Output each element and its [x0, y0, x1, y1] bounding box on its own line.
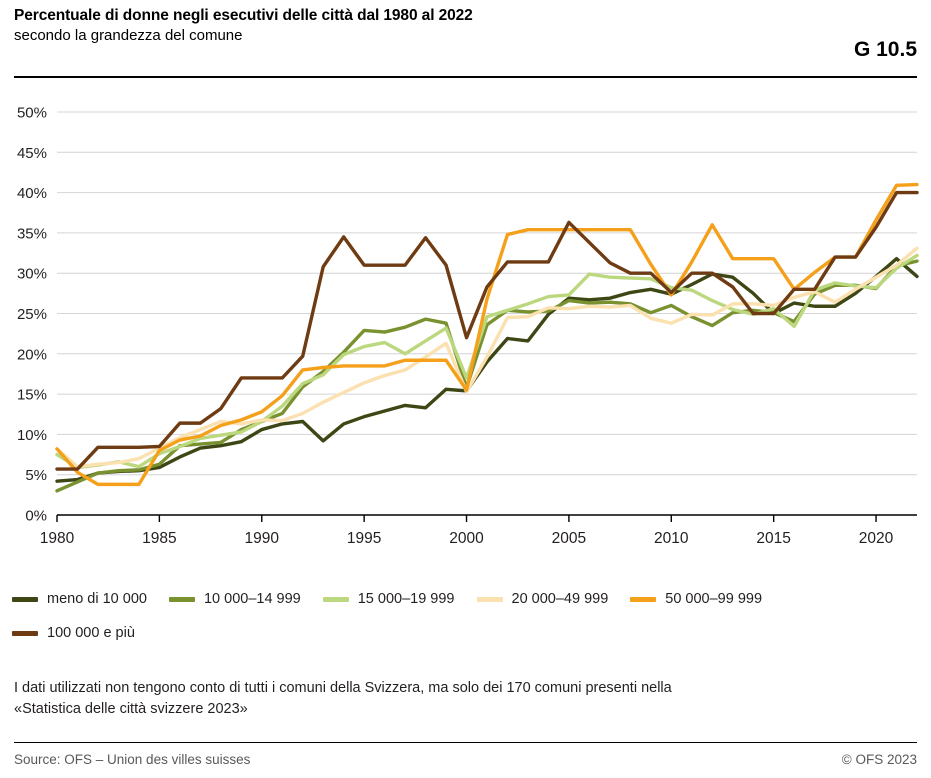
x-axis-tick-label: 2020	[859, 530, 894, 547]
legend-label-3: 20 000–49 999	[511, 591, 609, 607]
y-axis-tick-label: 25%	[17, 306, 47, 323]
legend-item-4[interactable]: 50 000–99 999	[630, 591, 762, 607]
x-axis-tick-label: 1985	[142, 530, 176, 547]
note-line-2: «Statistica delle città svizzere 2023»	[14, 701, 248, 717]
legend-row-2: 100 000 e più	[12, 620, 922, 646]
legend-label-0: meno di 10 000	[47, 591, 147, 607]
copyright-text: © OFS 2023	[841, 752, 917, 767]
y-axis-tick-label: 20%	[17, 346, 47, 363]
chart-header: Percentuale di donne negli esecutivi del…	[14, 6, 919, 46]
chart-svg: 0% 5% 10% 15% 20% 25% 30% 35% 40% 45% 50% 1980 1985 1…	[17, 105, 919, 547]
series-line-0	[55, 256, 919, 483]
y-axis-tick-label: 5%	[25, 467, 47, 484]
legend-label-5: 100 000 e più	[47, 625, 135, 641]
header-divider	[14, 76, 917, 78]
legend-swatch-icon-3	[476, 596, 503, 602]
legend-label-1: 10 000–14 999	[203, 591, 301, 607]
x-axis-tick-label: 1995	[347, 530, 381, 547]
legend-item-2[interactable]: 15 000–19 999	[322, 591, 455, 607]
y-axis-tick-label: 40%	[17, 185, 47, 202]
y-axis-tick-label: 35%	[17, 225, 47, 242]
note-line-1: I dati utilizzati non tengono conto di t…	[14, 680, 672, 696]
y-axis-tick-label: 50%	[17, 105, 47, 122]
legend-swatch-icon-0	[12, 596, 38, 602]
x-axis-tick-label: 2010	[654, 530, 689, 547]
legend-swatch-icon-1	[168, 596, 195, 602]
legend-item-0[interactable]: meno di 10 000	[12, 591, 147, 607]
footer-divider	[14, 742, 917, 743]
y-axis-tick-label: 0%	[25, 508, 47, 525]
legend-item-1[interactable]: 10 000–14 999	[168, 591, 301, 607]
y-axis-tick-label: 15%	[17, 387, 47, 404]
y-axis-tick-label: 45%	[17, 145, 47, 162]
legend-swatch-icon-5	[12, 630, 38, 636]
legend-swatch-icon-4	[630, 596, 657, 602]
x-axis-tick-label: 2015	[756, 530, 790, 547]
series-line-5	[55, 190, 919, 471]
x-axis-tick-label: 2005	[552, 530, 586, 547]
source-text: Source: OFS – Union des villes suisses	[14, 752, 251, 767]
y-axis-tick-label: 10%	[17, 427, 47, 444]
series-line-2	[55, 253, 919, 470]
series-line-3	[55, 246, 919, 469]
x-axis-tick-label: 2000	[449, 530, 484, 547]
chart-legend: meno di 10 000 10 000–14 999 15 000–19 9…	[12, 586, 922, 646]
x-axis-tick-label: 1990	[245, 530, 280, 547]
x-axis-tick-label: 1980	[40, 530, 75, 547]
legend-label-2: 15 000–19 999	[357, 591, 455, 607]
legend-item-5[interactable]: 100 000 e più	[12, 625, 135, 641]
chart-note: I dati utilizzati non tengono conto di t…	[14, 678, 904, 720]
series-line-4	[55, 182, 919, 487]
figure-number: G 10.5	[853, 38, 917, 61]
legend-row-1: meno di 10 000 10 000–14 999 15 000–19 9…	[12, 586, 922, 612]
page-subtitle: secondo la grandezza del comune	[14, 27, 243, 44]
legend-swatch-icon-2	[322, 596, 349, 602]
legend-label-4: 50 000–99 999	[665, 591, 763, 607]
legend-item-3[interactable]: 20 000–49 999	[476, 591, 609, 607]
line-chart: 0% 5% 10% 15% 20% 25% 30% 35% 40% 45% 50% 1980 1985 1…	[0, 82, 931, 562]
y-axis-tick-label: 30%	[17, 266, 47, 283]
page-title: Percentuale di donne negli esecutivi del…	[14, 7, 473, 24]
